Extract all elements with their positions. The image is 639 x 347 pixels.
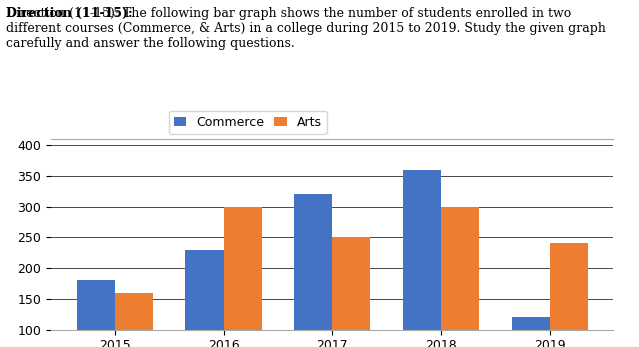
Legend: Commerce, Arts: Commerce, Arts	[169, 111, 327, 134]
Bar	[441, 206, 479, 347]
Text: Direction (11-15):: Direction (11-15):	[6, 7, 133, 19]
Bar	[185, 249, 224, 347]
Bar	[224, 206, 261, 347]
Bar	[115, 293, 153, 347]
Bar	[550, 244, 588, 347]
Bar	[332, 237, 371, 347]
Bar	[294, 194, 332, 347]
Bar	[403, 170, 441, 347]
Bar	[77, 280, 115, 347]
Text: Direction (11-15): The following bar graph shows the number of students enrolled: Direction (11-15): The following bar gra…	[6, 7, 606, 50]
Bar	[512, 318, 550, 347]
